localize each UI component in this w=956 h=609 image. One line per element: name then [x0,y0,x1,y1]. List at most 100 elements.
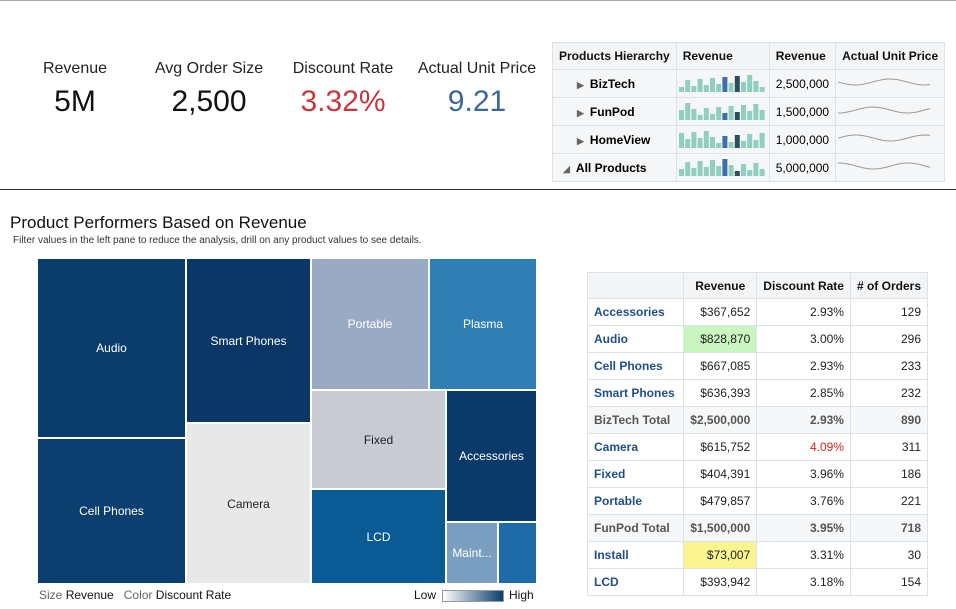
row: Camera $615,752 4.09% 311 [586,433,929,461]
product: Audio [586,325,685,353]
treemap-tile: Maint... [446,522,498,584]
product: Portable [586,487,685,515]
revenue: 1,000,000 [768,125,837,154]
discount-rate: 3.18% [756,568,851,596]
treemap-tile: Smart Phones [186,258,311,423]
legend-gradient [442,590,504,602]
divider [0,0,956,1]
row: ▶ HomeView 1,000,000 [552,125,946,154]
orders: 718 [849,514,929,542]
treemap-tile: Audio [37,258,186,438]
revenue: $636,393 [683,379,758,407]
treemap-tile: Cell Phones [37,438,186,584]
expander: ◢ [563,163,570,174]
kpi: Avg Order Size [139,60,279,78]
revenue: $828,870 [683,325,758,353]
treemap-tile: Fixed [311,390,446,489]
sparkline-cell [835,125,946,154]
column-header: Revenue [683,272,758,299]
product: All Products [575,160,647,175]
column-header: # of Orders [849,272,929,299]
orders: 296 [849,325,929,353]
orders: 30 [849,541,929,569]
discount-rate: 4.09% [756,433,851,461]
row: Smart Phones $636,393 2.85% 232 [586,379,929,407]
treemap-tile: Accessories [446,390,537,522]
orders: 129 [849,298,929,326]
legend-label: Color [123,588,153,602]
product: BizTech Total [586,406,685,434]
row-header: ◢ All Products [552,153,677,182]
orders: 154 [849,568,929,596]
corner [586,272,685,299]
kpi: Discount Rate [273,60,413,78]
treemap-tile [498,522,537,584]
treemap-tile: Portable [311,258,429,390]
legend-value: Revenue [65,588,114,602]
row-header: ▶ BizTech [552,69,677,98]
product: LCD [586,568,685,596]
detail-table: Revenue Discount Rate # of Orders Accessori… [586,272,929,596]
row: ▶ BizTech 2,500,000 [552,69,946,98]
row: ◢ All Products 5,000,000 [552,153,946,182]
sparkbars-cell [675,125,770,154]
treemap: Audio Cell Phones Smart Phones Camera Portab… [37,258,537,584]
kpi-label: Discount Rate [292,60,394,77]
row: BizTech Total $2,500,000 2.93% 890 [586,406,929,434]
product: Cell Phones [586,352,685,380]
revenue: 5,000,000 [768,153,837,182]
column-header: Discount Rate [756,272,851,299]
legend-high: High [509,588,534,602]
product: HomeView [589,132,651,147]
column-header: Actual Unit Price [835,42,946,70]
revenue: $367,652 [683,298,758,326]
revenue: 2,500,000 [768,69,837,98]
sparkline [837,134,931,142]
revenue: $2,500,000 [683,406,758,434]
discount-rate: 3.00% [756,325,851,353]
orders: 232 [849,379,929,407]
revenue: $615,752 [683,433,758,461]
orders: 221 [849,487,929,515]
product: FunPod Total [586,514,685,542]
orders: 186 [849,460,929,488]
divider [0,189,956,190]
legend-low: Low [414,588,437,602]
hierarchy-table: Products Hierarchy Revenue Revenue Actual U… [552,42,946,182]
revenue: $73,007 [683,541,758,569]
sparkline-cell [835,153,946,182]
product: BizTech [589,76,636,91]
legend-value: Discount Rate [155,588,232,602]
revenue: $479,857 [683,487,758,515]
kpi-value: 9.21 [447,85,507,118]
treemap-legend: Size Revenue Color Discount Rate [39,588,231,602]
row: Portable $479,857 3.76% 221 [586,487,929,515]
kpi-label: Actual Unit Price [417,60,537,77]
sparkline [838,106,931,114]
row: Fixed $404,391 3.96% 186 [586,460,929,488]
row: FunPod Total $1,500,000 3.95% 718 [586,514,929,542]
row: Cell Phones $667,085 2.93% 233 [586,352,929,380]
kpi-value: 2,500 [171,85,247,118]
spark-bars [678,75,765,92]
treemap-tile: Plasma [429,258,537,390]
discount-rate: 2.93% [756,298,851,326]
revenue: $667,085 [683,352,758,380]
sparkline-cell [835,97,946,126]
column-header: Products Hierarchy [552,42,677,70]
column-header: Revenue [675,42,770,70]
discount-rate: 2.93% [756,352,851,380]
row: Audio $828,870 3.00% 296 [586,325,929,353]
row: LCD $393,942 3.18% 154 [586,568,929,596]
orders: 311 [849,433,929,461]
product: Fixed [586,460,685,488]
expander: ▶ [577,107,584,118]
sparkbars-cell [675,153,770,182]
product: Install [586,541,685,569]
discount-rate: 3.76% [756,487,851,515]
spark-bars [678,159,765,176]
expander: ▶ [577,135,584,146]
column-header: Revenue [768,42,837,70]
sparkbars-cell [675,97,770,126]
